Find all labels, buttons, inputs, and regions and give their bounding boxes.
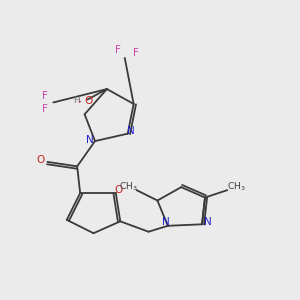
Text: N: N: [204, 217, 212, 227]
Text: F: F: [42, 104, 48, 114]
Text: F: F: [133, 47, 139, 58]
Text: N: N: [163, 217, 170, 227]
Text: CH$_3$: CH$_3$: [227, 181, 245, 194]
Text: F: F: [42, 91, 48, 101]
Text: - O: - O: [79, 96, 94, 106]
Text: CH$_3$: CH$_3$: [119, 181, 138, 194]
Text: O: O: [37, 154, 45, 164]
Text: F: F: [115, 44, 121, 55]
Text: H: H: [73, 97, 80, 106]
Text: N: N: [86, 136, 94, 146]
Text: O: O: [115, 185, 123, 195]
Text: N: N: [127, 126, 135, 136]
